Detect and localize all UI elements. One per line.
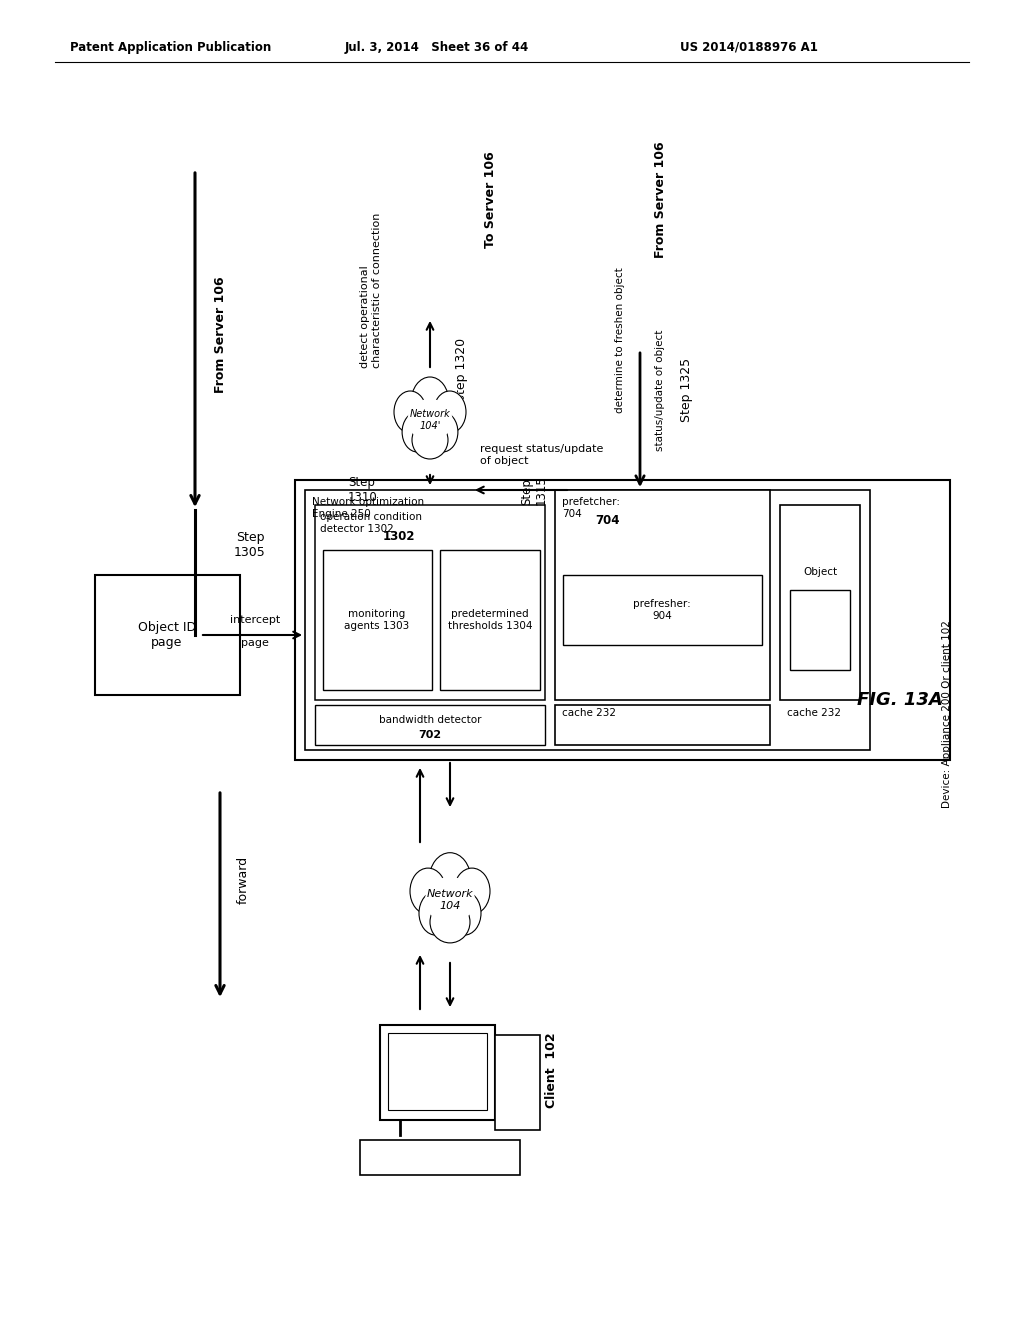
Text: From Server 106: From Server 106 bbox=[653, 141, 667, 259]
Text: 702: 702 bbox=[419, 730, 441, 741]
Text: Device: Appliance 200 Or client 102: Device: Appliance 200 Or client 102 bbox=[942, 620, 952, 808]
Text: prefresher:
904: prefresher: 904 bbox=[633, 599, 691, 620]
FancyBboxPatch shape bbox=[790, 590, 850, 671]
FancyBboxPatch shape bbox=[360, 1140, 520, 1175]
Text: Network optimization
Engine 250: Network optimization Engine 250 bbox=[312, 498, 424, 519]
Text: Network
104: Network 104 bbox=[427, 890, 473, 911]
Text: predetermined
thresholds 1304: predetermined thresholds 1304 bbox=[447, 610, 532, 631]
Text: US 2014/0188976 A1: US 2014/0188976 A1 bbox=[680, 41, 818, 54]
Text: Network
104': Network 104' bbox=[410, 409, 451, 430]
Text: prefetcher:
704: prefetcher: 704 bbox=[562, 498, 620, 519]
FancyBboxPatch shape bbox=[555, 705, 770, 744]
Text: Jul. 3, 2014   Sheet 36 of 44: Jul. 3, 2014 Sheet 36 of 44 bbox=[345, 41, 529, 54]
Text: cache 232: cache 232 bbox=[562, 708, 616, 718]
FancyBboxPatch shape bbox=[323, 550, 432, 690]
FancyBboxPatch shape bbox=[295, 480, 950, 760]
Ellipse shape bbox=[454, 869, 490, 915]
Ellipse shape bbox=[427, 412, 458, 451]
Text: FIG. 13A: FIG. 13A bbox=[857, 690, 943, 709]
FancyBboxPatch shape bbox=[388, 1034, 487, 1110]
Ellipse shape bbox=[447, 891, 481, 935]
FancyBboxPatch shape bbox=[315, 705, 545, 744]
Text: Step
1305: Step 1305 bbox=[233, 531, 265, 558]
Ellipse shape bbox=[389, 383, 470, 458]
Text: bandwidth detector: bandwidth detector bbox=[379, 715, 481, 725]
Ellipse shape bbox=[411, 378, 449, 426]
Text: Step 1320: Step 1320 bbox=[455, 338, 468, 403]
Text: request status/update
of object: request status/update of object bbox=[480, 445, 603, 466]
Text: page: page bbox=[241, 638, 269, 648]
FancyBboxPatch shape bbox=[95, 576, 240, 696]
Ellipse shape bbox=[402, 412, 433, 451]
Text: To Server 106: To Server 106 bbox=[483, 152, 497, 248]
Text: Step
1310: Step 1310 bbox=[348, 477, 378, 504]
FancyBboxPatch shape bbox=[495, 1035, 540, 1130]
Ellipse shape bbox=[429, 853, 471, 908]
Ellipse shape bbox=[406, 859, 495, 941]
FancyBboxPatch shape bbox=[563, 576, 762, 645]
Ellipse shape bbox=[419, 891, 453, 935]
FancyBboxPatch shape bbox=[780, 506, 860, 700]
Ellipse shape bbox=[412, 421, 449, 459]
Text: monitoring
agents 1303: monitoring agents 1303 bbox=[344, 610, 410, 631]
Text: detect operational
characteristic of connection: detect operational characteristic of con… bbox=[360, 213, 382, 368]
Text: Object ID
page: Object ID page bbox=[138, 620, 196, 649]
Text: Client  102: Client 102 bbox=[545, 1032, 558, 1107]
FancyBboxPatch shape bbox=[315, 506, 545, 700]
Text: forward: forward bbox=[237, 855, 250, 904]
Ellipse shape bbox=[408, 399, 453, 441]
Text: From Server 106: From Server 106 bbox=[213, 277, 226, 393]
Text: cache 232: cache 232 bbox=[787, 708, 841, 718]
Ellipse shape bbox=[410, 869, 446, 915]
Text: operation condition
detector 1302: operation condition detector 1302 bbox=[319, 512, 422, 533]
Text: Object: Object bbox=[803, 568, 837, 577]
Ellipse shape bbox=[433, 391, 466, 433]
Text: intercept: intercept bbox=[229, 615, 281, 624]
Text: determine to freshen object: determine to freshen object bbox=[615, 267, 625, 413]
FancyBboxPatch shape bbox=[380, 1026, 495, 1119]
Ellipse shape bbox=[430, 902, 470, 942]
Text: 1302: 1302 bbox=[383, 531, 416, 543]
Text: Patent Application Publication: Patent Application Publication bbox=[70, 41, 271, 54]
Text: Step
1315: Step 1315 bbox=[520, 475, 548, 504]
Text: Step 1325: Step 1325 bbox=[680, 358, 693, 422]
Ellipse shape bbox=[425, 876, 475, 923]
Ellipse shape bbox=[394, 391, 426, 433]
Text: 704: 704 bbox=[595, 513, 620, 527]
FancyBboxPatch shape bbox=[305, 490, 870, 750]
FancyBboxPatch shape bbox=[555, 490, 770, 700]
FancyBboxPatch shape bbox=[440, 550, 540, 690]
Text: status/update of object: status/update of object bbox=[655, 329, 665, 450]
